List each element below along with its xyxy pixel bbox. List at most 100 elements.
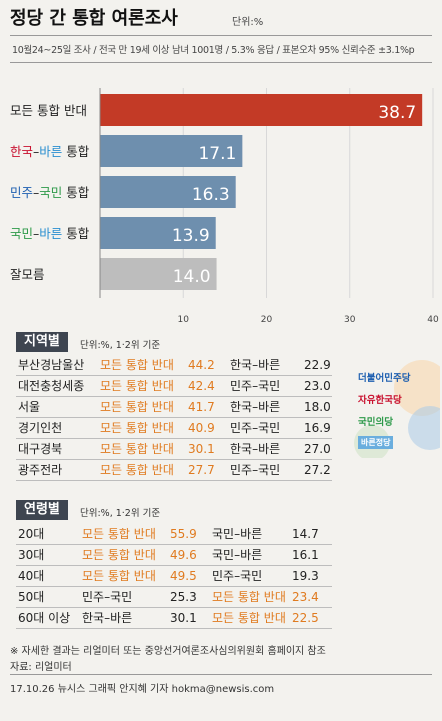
region-heading: 지역별 [16, 332, 68, 352]
table-row: 부산경남울산 모든 통합 반대 44.2 한국–바른 22.9 [16, 355, 332, 376]
x-tick-label: 20 [261, 315, 273, 325]
second-value: 22.5 [292, 611, 319, 625]
first-option: 한국–바른 [82, 611, 133, 625]
second-option: 민주–국민 [212, 569, 263, 583]
unit-label: 단위:% [232, 17, 264, 28]
second-option: 한국–바른 [230, 400, 281, 414]
row-label: 서울 [18, 400, 41, 414]
second-value: 18.0 [304, 400, 331, 414]
bar [100, 258, 217, 290]
first-option: 모든 통합 반대 [82, 527, 156, 541]
bar-value-label: 13.9 [172, 226, 210, 246]
bar-value-label: 16.3 [192, 185, 230, 205]
category-label: 모든 통합 반대 [10, 103, 87, 118]
x-tick-label: 30 [344, 315, 356, 325]
category-label-part: 모든 통합 반대 [10, 103, 87, 118]
party-logos: 더불어민주당 자유한국당 국민의당 바른정당 [352, 358, 442, 461]
bar-value-label: 17.1 [198, 144, 236, 164]
first-option: 모든 통합 반대 [100, 379, 174, 393]
logo-jayu: 자유한국당 [358, 395, 402, 406]
row-label: 광주전라 [18, 463, 63, 477]
category-label-part: – [33, 226, 39, 241]
first-option: 민주–국민 [82, 590, 133, 604]
second-value: 14.7 [292, 527, 319, 541]
table-row: 대구경북 모든 통합 반대 30.1 한국–바른 27.0 [16, 439, 332, 460]
category-label-part: 통합 [62, 185, 89, 200]
x-tick-label: 10 [178, 315, 190, 325]
row-label: 대구경북 [18, 442, 63, 456]
first-option: 모든 통합 반대 [100, 400, 174, 414]
table-row: 광주전라 모든 통합 반대 27.7 민주–국민 27.2 [16, 460, 332, 481]
second-value: 27.0 [304, 442, 331, 456]
age-heading: 연령별 [16, 500, 68, 520]
logo-circle-blue [408, 406, 442, 450]
category-label-part: 민주 [10, 185, 33, 200]
first-option: 모든 통합 반대 [100, 463, 174, 477]
bar [100, 135, 243, 167]
second-option: 한국–바른 [230, 442, 281, 456]
divider [10, 62, 432, 63]
bar [100, 217, 216, 249]
first-value: 49.6 [170, 548, 197, 562]
divider [10, 35, 432, 36]
first-value: 49.5 [170, 569, 197, 583]
footer-source: 자료: 리얼미터 [10, 662, 72, 673]
table-row: 30대 모든 통합 반대 49.6 국민–바른 16.1 [16, 545, 332, 566]
first-option: 모든 통합 반대 [82, 548, 156, 562]
category-label-part: 바른 [39, 226, 62, 241]
second-option: 민주–국민 [230, 463, 281, 477]
first-value: 30.1 [188, 442, 215, 456]
region-note: 단위:%, 1·2위 기준 [80, 340, 161, 351]
second-option: 민주–국민 [230, 379, 281, 393]
second-value: 19.3 [292, 569, 319, 583]
row-label: 50대 [18, 590, 45, 604]
divider [10, 674, 432, 675]
category-label-part: 바른 [39, 144, 62, 159]
row-label: 30대 [18, 548, 45, 562]
footer-credit: 17.10.26 뉴시스 그래픽 안지혜 기자 hokma@newsis.com [10, 684, 275, 695]
logo-circle-orange [394, 360, 442, 416]
category-label-part: – [33, 185, 39, 200]
row-label: 부산경남울산 [18, 358, 85, 372]
first-option: 모든 통합 반대 [100, 358, 174, 372]
second-option: 국민–바른 [212, 527, 263, 541]
row-label: 경기인천 [18, 421, 63, 435]
first-option: 모든 통합 반대 [100, 421, 174, 435]
category-label-part: 잘모름 [10, 267, 45, 282]
first-value: 41.7 [188, 400, 215, 414]
x-tick-label: 40 [427, 315, 439, 325]
second-option: 한국–바른 [230, 358, 281, 372]
bar-value-label: 14.0 [173, 267, 211, 287]
category-label: 잘모름 [10, 267, 45, 282]
second-option: 민주–국민 [230, 421, 281, 435]
bar-value-label: 38.7 [378, 103, 416, 123]
first-value: 40.9 [188, 421, 215, 435]
first-value: 30.1 [170, 611, 197, 625]
bar [100, 94, 423, 126]
first-value: 55.9 [170, 527, 197, 541]
table-row: 20대 모든 통합 반대 55.9 국민–바른 14.7 [16, 524, 332, 545]
table-row: 서울 모든 통합 반대 41.7 한국–바른 18.0 [16, 397, 332, 418]
second-value: 16.9 [304, 421, 331, 435]
category-label-part: 한국 [10, 144, 33, 159]
category-label: 한국–바른 통합 [10, 144, 90, 159]
second-option: 모든 통합 반대 [212, 611, 286, 625]
first-option: 모든 통합 반대 [82, 569, 156, 583]
row-label: 20대 [18, 527, 45, 541]
category-label-part: – [33, 144, 39, 159]
second-value: 22.9 [304, 358, 331, 372]
first-option: 모든 통합 반대 [100, 442, 174, 456]
category-label-part: 통합 [62, 144, 89, 159]
first-value: 25.3 [170, 590, 197, 604]
table-row: 60대 이상 한국–바른 30.1 모든 통합 반대 22.5 [16, 608, 332, 629]
second-option: 모든 통합 반대 [212, 590, 286, 604]
first-value: 44.2 [188, 358, 215, 372]
logo-bareun: 바른정당 [358, 436, 394, 449]
bar [100, 176, 236, 208]
table-row: 50대 민주–국민 25.3 모든 통합 반대 23.4 [16, 587, 332, 608]
second-value: 27.2 [304, 463, 331, 477]
category-label-part: 통합 [62, 226, 89, 241]
row-label: 대전충청세종 [18, 379, 85, 393]
logo-gukmin: 국민의당 [358, 417, 393, 428]
